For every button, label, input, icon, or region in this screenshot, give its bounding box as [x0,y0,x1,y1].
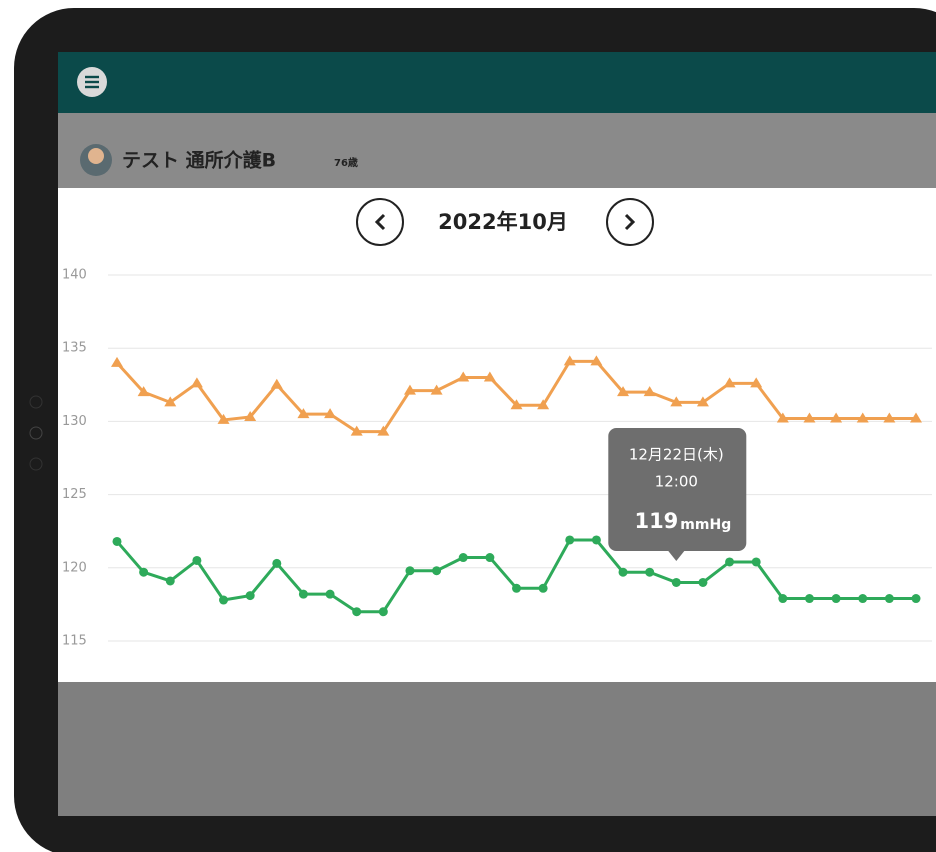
point [752,557,761,566]
point [778,594,787,603]
point [912,594,921,603]
y-tick-label: 125 [62,487,87,502]
point [512,584,521,593]
point [619,568,628,577]
y-tick-label: 140 [62,268,87,283]
next-month-button[interactable] [607,199,653,245]
point [725,557,734,566]
top-bar [58,52,936,113]
tooltip-unit: mmHg [680,517,731,533]
bottom-area [58,682,936,816]
point [565,535,574,544]
point [139,568,148,577]
user-name: テスト 通所介護B [122,149,276,172]
point [698,578,707,587]
point [805,594,814,603]
tooltip-value: 119 [634,509,678,533]
tablet-screen: テスト 通所介護B 76歳 2022年10月 115 120 125 130 135 14… [0,0,936,852]
prev-month-button[interactable] [357,199,403,245]
point [326,590,335,599]
point [272,559,281,568]
y-tick-label: 115 [62,634,87,649]
point [299,590,308,599]
point [219,596,228,605]
point [459,553,468,562]
y-tick-label: 130 [62,414,87,429]
y-tick-label: 135 [62,341,87,356]
point [539,584,548,593]
point [192,556,201,565]
point [858,594,867,603]
point [405,566,414,575]
user-age: 76歳 [334,156,358,169]
point [672,578,681,587]
point [592,535,601,544]
point [645,568,654,577]
point [166,576,175,585]
point [113,537,122,546]
y-tick-label: 120 [62,560,87,575]
month-title: 2022年10月 [438,210,568,234]
tooltip-time: 12:00 [655,473,698,491]
chart-panel [58,188,936,682]
point [885,594,894,603]
tooltip-date: 12月22日(木) [629,446,724,464]
point [832,594,841,603]
avatar-face [88,148,104,164]
point [432,566,441,575]
point [352,607,361,616]
point [379,607,388,616]
point [485,553,494,562]
point [246,591,255,600]
